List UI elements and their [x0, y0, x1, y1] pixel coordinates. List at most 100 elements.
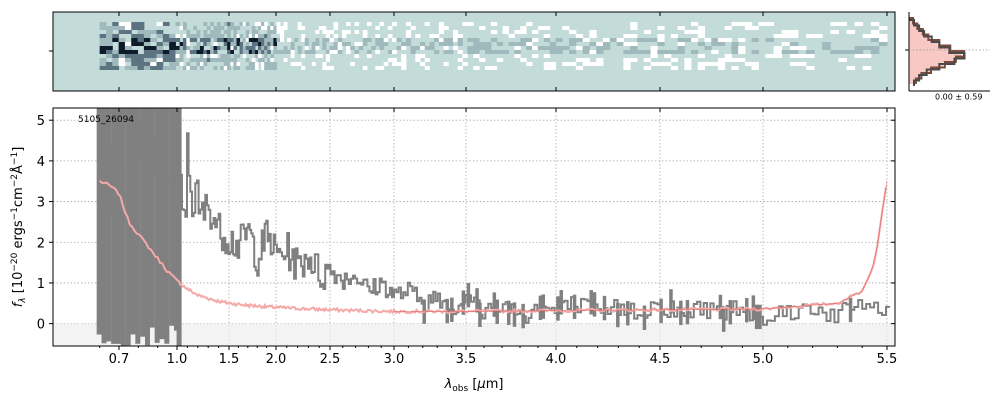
spectrum-2d-pixel — [169, 62, 176, 66]
spectrum-2d-pixel — [220, 26, 225, 30]
spectrum-2d-pixel — [248, 38, 253, 42]
spectrum-2d-pixel — [203, 30, 208, 34]
spectrum-2d-pixel — [457, 38, 463, 42]
spectrum-2d-pixel — [304, 38, 309, 42]
spectrum-2d-pixel — [410, 46, 416, 50]
x-tick-label: 3.5 — [456, 352, 477, 367]
spectrum-2d-pixel — [105, 38, 113, 42]
spectrum-2d-pixel — [684, 38, 692, 42]
spectrum-2d-pixel — [424, 22, 430, 26]
spectrum-2d-pixel — [216, 30, 221, 34]
spectrum-2d-pixel — [325, 38, 330, 42]
spectrum-2d-pixel — [508, 34, 515, 38]
spectrum-2d-pixel — [216, 34, 221, 38]
spectrum-2d-pixel — [118, 50, 126, 54]
spectrum-2d-pixel — [251, 26, 256, 30]
spectrum-2d-pixel — [179, 42, 184, 46]
spectrum-2d-trace — [99, 22, 888, 70]
spectrum-2d-pixel — [220, 66, 225, 70]
spectrum-2d-pixel — [99, 38, 107, 42]
histogram-bar — [909, 51, 962, 57]
spectrum-2d-pixel — [862, 34, 872, 38]
spectrum-2d-pixel — [137, 26, 145, 30]
error-bar — [176, 108, 182, 346]
spectrum-2d-pixel — [854, 54, 864, 58]
spectrum-2d-pixel — [233, 42, 238, 46]
spectrum-2d-pixel — [543, 34, 551, 38]
spectrum-2d-pixel — [562, 62, 570, 66]
spectrum-2d-pixel — [245, 34, 250, 38]
spectrum-2d-pixel — [280, 30, 285, 34]
spectrum-2d-pixel — [773, 54, 783, 58]
spectrum-2d-pixel — [765, 22, 775, 26]
spectrum-2d-pixel — [264, 50, 268, 54]
observed-spectrum-series — [96, 108, 890, 346]
spectrum-2d-pixel — [239, 22, 244, 26]
spectrum-2d-pixel — [537, 46, 545, 50]
spectrum-2d-pixel — [401, 58, 407, 62]
spectrum-2d-pixel — [589, 34, 597, 38]
spectrum-2d-pixel — [329, 66, 334, 70]
spectrum-2d-pixel — [830, 30, 839, 34]
spectrum-2d-pixel — [189, 34, 194, 38]
spectrum-2d-pixel — [387, 58, 393, 62]
error-bar — [96, 108, 102, 335]
spectrum-2d-pixel — [484, 50, 492, 54]
y-tick-label: 1 — [37, 277, 45, 292]
spectrum-2d-pixel — [392, 22, 397, 26]
spectrum-2d-pixel — [479, 46, 486, 50]
spectrum-2d-pixel — [311, 62, 316, 66]
spectrum-2d-pixel — [131, 58, 139, 62]
spectrum-2d-pixel — [264, 22, 268, 26]
spectrum-2d-pixel — [230, 58, 234, 62]
spectrum-2d-pixel — [99, 50, 107, 54]
spectrum-2d-pixel — [137, 58, 145, 62]
spectrum-2d-pixel — [484, 66, 492, 70]
spectrum-2d-pixel — [258, 46, 262, 50]
spectrum-2d-pixel — [276, 30, 281, 34]
spectrum-2d-pixel — [169, 54, 176, 58]
spectrum-2d-pixel — [467, 38, 474, 42]
spectrum-2d-pixel — [717, 38, 726, 42]
spectrum-2d-pixel — [354, 50, 360, 54]
spectrum-2d-pixel — [822, 46, 831, 50]
spectrum-2d-pixel — [230, 62, 234, 66]
spectrum-2d-pixel — [484, 42, 492, 46]
spectrum-2d-pixel — [236, 26, 241, 30]
spectrum-2d-pixel — [643, 30, 652, 34]
spectrum-2d-pixel — [304, 42, 309, 46]
spectrum-2d-pixel — [325, 30, 330, 34]
spectrum-2d-pixel — [137, 62, 145, 66]
spectrum-2d-pixel — [325, 54, 330, 58]
spectrum-2d-pixel — [582, 50, 590, 54]
spectrum-2d-pixel — [549, 66, 557, 70]
spectrum-2d-pixel — [532, 38, 539, 42]
spectrum-2d-pixel — [484, 46, 492, 50]
spectrum-2d-pixel — [744, 22, 753, 26]
spectrum-2d-pixel — [213, 58, 218, 62]
spectrum-2d-pixel — [236, 62, 241, 66]
spectrum-2d-pixel — [143, 30, 151, 34]
spectrum-2d-pixel — [137, 42, 145, 46]
spectrum-2d-pixel — [448, 38, 454, 42]
spectrum-2d-pixel — [704, 38, 712, 42]
spectrum-2d-pixel — [724, 38, 732, 42]
spectrum-2d-pixel — [273, 38, 278, 42]
spectrum-2d-pixel — [623, 42, 631, 46]
spectrum-2d-pixel — [401, 46, 407, 50]
spectrum-2d-pixel — [526, 38, 533, 42]
spectrum-2d-pixel — [264, 42, 268, 46]
spectrum-2d-pixel — [267, 38, 271, 42]
spectrum-2d-pixel — [429, 42, 435, 46]
spectrum-2d-pixel — [199, 54, 204, 58]
spectrum-2d-pixel — [267, 58, 271, 62]
spectrum-2d-pixel — [582, 46, 590, 50]
spectrum-2d-pixel — [239, 46, 244, 50]
spectrum-2d-pixel — [387, 50, 393, 54]
spectrum-2d-pixel — [805, 34, 815, 38]
spectrum-2d-pixel — [424, 58, 430, 62]
spectrum-2d-pixel — [169, 46, 176, 50]
spectrum-2d-pixel — [415, 34, 421, 38]
spectrum-2d-pixel — [596, 50, 604, 54]
spectrum-2d-pixel — [643, 58, 652, 62]
